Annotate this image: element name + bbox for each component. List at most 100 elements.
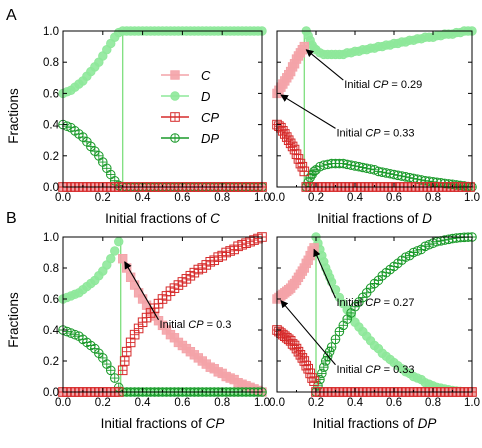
x-axis-label-text: Initial fractions of	[313, 416, 418, 431]
y-tick-label: 0.0	[43, 182, 59, 194]
point-dp	[342, 314, 353, 324]
x-tick-label: 0.8	[425, 192, 441, 204]
x-axis-label-text: Initial fractions of	[101, 416, 206, 431]
x-tick-label: 0.6	[174, 397, 190, 409]
x-tick-label: 0.8	[425, 397, 441, 409]
x-tick-label: 1.0	[254, 397, 270, 409]
point-dp	[94, 151, 104, 161]
point-dp	[101, 163, 112, 174]
y-tick-label: 0.8	[43, 263, 59, 275]
panel-top-left: 0.0 0.2 0.4 0.6 0.8 1.0 0.0 0.2 0.4 0.6 0.8 1.0 Init…	[43, 26, 270, 226]
point-c	[118, 253, 128, 264]
x-tick-label: 0.2	[95, 192, 111, 204]
y-tick-label: 1.0	[43, 232, 59, 244]
annotation-arrow	[280, 299, 336, 366]
annotation-text: Initial CP = 0.3	[160, 319, 232, 331]
annotation-text: Initial CP = 0.29	[344, 79, 422, 91]
x-tick-label: 0.0	[55, 192, 71, 204]
panel-top-right: 0.0 0.2 0.4 0.6 0.8 1.0 Initial fractions of D…	[269, 26, 480, 226]
annotation-text: Initial CP = 0.33	[337, 127, 415, 139]
panel-bottom-right: 0.0 0.2 0.4 0.6 0.8 1.0 Initial fractions of D…	[269, 232, 480, 431]
y-tick-label: 0.4	[43, 120, 60, 132]
point-cp	[307, 373, 317, 383]
x-tick-label: 0.4	[347, 397, 364, 409]
point-dp	[98, 353, 108, 363]
legend-marker-c	[170, 70, 180, 80]
legend-label: D	[201, 89, 210, 104]
markers-bottom-left	[58, 232, 267, 397]
point-d	[330, 285, 341, 295]
x-axis-label: Initial fractions of DP	[313, 416, 437, 431]
point-dp	[309, 166, 319, 177]
x-axis-label: Initial fractions of C	[105, 211, 220, 226]
legend: CD CP DP	[161, 68, 219, 146]
annotation-text: Initial CP = 0.33	[337, 364, 415, 376]
annotation-arrow	[124, 261, 159, 321]
y-tick-label: 0.0	[43, 387, 59, 399]
x-tick-label: 0.4	[135, 397, 152, 409]
point-cp	[119, 356, 130, 366]
legend-label: C	[201, 68, 211, 83]
legend-item-d: D	[161, 89, 210, 104]
x-tick-label: 1.0	[254, 192, 270, 204]
y-tick-label: 0.6	[43, 88, 59, 100]
point-dp	[319, 362, 329, 373]
legend-item-c: C	[161, 68, 211, 83]
x-axis-label-variable: C	[210, 211, 220, 226]
y-tick-label: 0.8	[43, 57, 59, 69]
x-tick-label: 0.0	[269, 192, 285, 204]
y-tick-label: 0.4	[43, 325, 60, 337]
point-d	[114, 236, 124, 247]
x-tick-label: 0.4	[347, 192, 364, 204]
legend-marker-dp	[170, 133, 180, 143]
point-cp	[299, 166, 310, 177]
x-tick-label: 0.8	[214, 397, 230, 409]
y-tick-label: 0.6	[43, 294, 59, 306]
x-axis-label-text: Initial fractions of	[105, 211, 210, 226]
y-tick-label: 0.2	[43, 151, 59, 163]
x-axis-label: Initial fractions of D	[317, 211, 432, 226]
x-tick-label: 0.2	[308, 397, 324, 409]
x-tick-label: 0.8	[214, 192, 230, 204]
panel-label-b: B	[6, 210, 17, 227]
x-axis-label-variable: D	[422, 211, 432, 226]
x-tick-label: 0.2	[308, 192, 324, 204]
legend-marker-d	[170, 91, 180, 101]
legend-label: DP	[201, 131, 219, 146]
y-tick-label: 0.2	[43, 356, 59, 368]
x-axis-label-text: Initial fractions of	[317, 211, 422, 226]
legend-item-cp: CP	[161, 110, 219, 125]
x-axis-label-variable: CP	[206, 416, 225, 431]
y-axis-label-bottom: Fractions	[6, 292, 21, 348]
point-dp	[317, 368, 327, 379]
point-cp	[117, 365, 128, 376]
x-axis-label: Initial fractions of CP	[101, 416, 225, 431]
point-d	[106, 254, 116, 264]
plot-frame	[62, 30, 263, 188]
annotation-text: Initial CP = 0.27	[337, 297, 415, 309]
x-tick-label: 0.4	[135, 192, 152, 204]
annotation-arrow	[305, 49, 344, 81]
legend-marker-cp	[170, 112, 180, 122]
point-dp	[338, 320, 349, 331]
x-axis-label-variable: DP	[418, 416, 437, 431]
point-dp	[346, 308, 356, 318]
annotation-arrow	[313, 248, 337, 299]
x-tick-label: 0.2	[95, 397, 111, 409]
legend-label: CP	[201, 110, 219, 125]
point-d	[110, 246, 120, 256]
point-dp	[109, 373, 120, 383]
legend-item-dp: DP	[161, 131, 219, 146]
markers-top-left	[58, 26, 267, 192]
x-tick-label: 1.0	[464, 192, 480, 204]
point-dp	[101, 359, 112, 369]
point-cp	[121, 346, 132, 357]
x-tick-label: 1.0	[464, 397, 480, 409]
point-c	[309, 243, 319, 253]
point-dp	[330, 334, 341, 345]
point-dp	[98, 157, 108, 167]
y-tick-label: 1.0	[43, 26, 59, 38]
point-c	[299, 41, 310, 52]
panel-label-a: A	[6, 7, 17, 24]
